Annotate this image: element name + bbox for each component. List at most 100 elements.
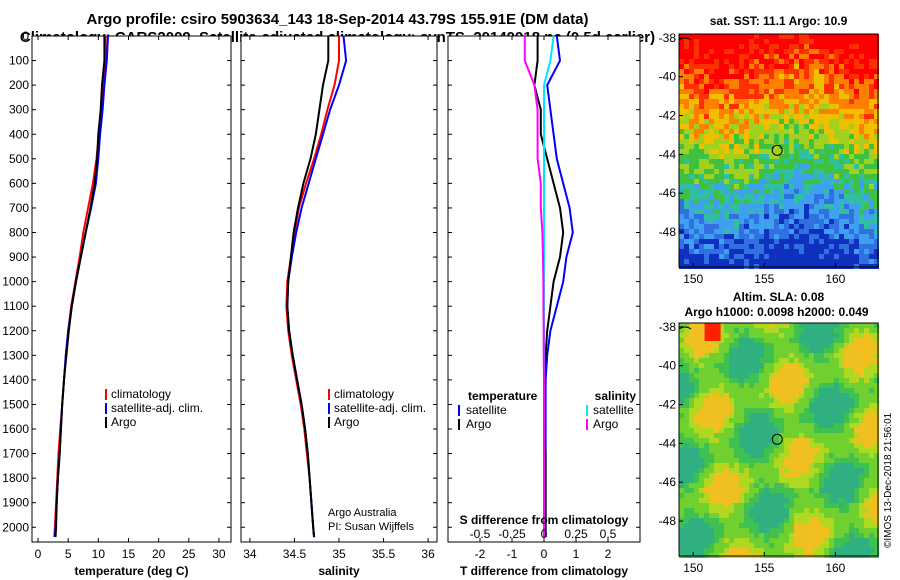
sla-map: -38 -40 -42 -44 -46 -48 150 155 160 Altim. SLA: 0…: [659, 290, 879, 575]
y-tick-label: -38: [659, 320, 677, 334]
legend-label: satellite: [466, 403, 507, 417]
y-tick-label: 1700: [2, 447, 29, 461]
x-tick-label: 30: [212, 547, 226, 561]
legend-swatch: [328, 403, 330, 414]
legend-swatch: [586, 405, 588, 416]
y-tick-label: 1800: [2, 471, 29, 485]
series-line-argo: [54, 36, 106, 538]
y-tick-label: 800: [9, 226, 29, 240]
x-tick-label: 155: [754, 272, 774, 286]
x-tick-label: 34: [243, 547, 257, 561]
x2-tick-label: 0.25: [564, 527, 588, 541]
x2-tick-label: 0: [541, 527, 548, 541]
legend-swatch: [458, 419, 460, 430]
x2-tick-label: -0.5: [470, 527, 491, 541]
y-tick-label: -48: [659, 514, 677, 528]
legend-label: Argo: [593, 417, 619, 431]
y-tick-label: 700: [9, 201, 29, 215]
x-tick-label: 25: [182, 547, 196, 561]
legend-swatch: [328, 417, 330, 428]
x-tick-label: -2: [475, 547, 486, 561]
y-tick-label: 2000: [2, 520, 29, 534]
x-axis-label: temperature (deg C): [74, 564, 188, 578]
x-tick-label: 160: [825, 272, 845, 286]
credit-text: PI: Susan Wijffels: [328, 521, 414, 533]
legend-label: satellite-adj. clim.: [334, 401, 426, 415]
y-tick-label: 600: [9, 176, 29, 190]
sst-map: -38 -40 -42 -44 -46 -48 150 155 160 sat. SST: 11.…: [659, 14, 879, 286]
y-tick-label: 1900: [2, 496, 29, 510]
y-tick-label: -42: [659, 398, 677, 412]
legend-swatch: [328, 389, 330, 400]
legend-label: satellite-adj. clim.: [111, 401, 203, 415]
y-tick-label: 1500: [2, 397, 29, 411]
series-line-t-argo: [533, 36, 565, 538]
y-tick-label: 100: [9, 54, 29, 68]
y-tick-label: 300: [9, 103, 29, 117]
sla-hotspot: [704, 323, 721, 341]
x2-axis-label: S difference from climatology: [460, 513, 629, 527]
legend-label: climatology: [334, 387, 394, 401]
x-tick-label: 150: [683, 272, 703, 286]
map-cells: [679, 323, 879, 558]
coastline: [678, 326, 692, 330]
legend-label: Argo: [334, 415, 360, 429]
legend-swatch: [586, 419, 588, 430]
legend-swatch: [458, 405, 460, 416]
y-tick-label: 1000: [2, 275, 29, 289]
x2-tick-label: 0.5: [600, 527, 617, 541]
y-tick-label: -38: [659, 31, 677, 45]
y-tick-label: -46: [659, 475, 677, 489]
x-tick-label: 160: [825, 561, 845, 575]
legend-swatch: [105, 403, 107, 414]
map-title: sat. SST: 11.1 Argo: 10.9: [710, 14, 848, 28]
x-tick-label: 36: [421, 547, 435, 561]
figure-title-line1: Argo profile: csiro 5903634_143 18-Sep-2…: [86, 11, 589, 28]
x-tick-label: -1: [507, 547, 518, 561]
y-tick-label: -40: [659, 359, 677, 373]
y-tick-label: 1100: [3, 299, 29, 313]
y-tick-label: 1300: [2, 348, 29, 362]
y-tick-label: 900: [9, 250, 29, 264]
legend-title: salinity: [595, 389, 637, 403]
x-tick-label: 15: [122, 547, 136, 561]
x-tick-label: 0: [35, 547, 42, 561]
y-tick-label: -48: [659, 225, 677, 239]
legend-label: Argo: [111, 415, 137, 429]
x-tick-label: 5: [65, 547, 72, 561]
x-axis-label: salinity: [318, 564, 360, 578]
difference-profile: -2 -1 0 1 2 T difference from climatology temp…: [447, 35, 641, 578]
float-marker: [771, 433, 783, 445]
float-marker: [771, 144, 783, 156]
coastline: [678, 37, 692, 41]
watermark-text: ©IMOS 13-Dec-2018 21:56:01: [883, 412, 894, 548]
x-tick-label: 0: [541, 547, 548, 561]
legend-swatch: [105, 389, 107, 400]
map-subtitle: Argo h1000: 0.0098 h2000: 0.049: [684, 305, 868, 319]
y-tick-label: 200: [9, 78, 29, 92]
y-tick-label: 1200: [2, 324, 29, 338]
x-tick-label: 35: [332, 547, 346, 561]
map-frame: [678, 33, 879, 268]
plot-frame: [240, 35, 438, 543]
y-tick-label: 0: [22, 29, 29, 43]
y-tick-label: -40: [659, 70, 677, 84]
legend-label: Argo: [466, 417, 492, 431]
y-tick-label: -46: [659, 186, 677, 200]
legend-swatch: [105, 417, 107, 428]
legend-label: climatology: [111, 387, 171, 401]
credit-text: Argo Australia: [328, 507, 397, 519]
x-tick-label: 34.5: [283, 547, 307, 561]
salinity-profile: 34 34.5 35 35.5 36 salinity climatologysatelli…: [240, 35, 438, 578]
legend-title: temperature: [468, 389, 538, 403]
y-tick-label: -44: [659, 436, 677, 450]
x-tick-label: 10: [92, 547, 106, 561]
y-tick-label: 1400: [2, 373, 29, 387]
legend-label: satellite: [593, 403, 634, 417]
temperature-profile: 0100200300400500600700800900100011001200…: [2, 29, 232, 578]
x2-tick-label: -0.25: [498, 527, 526, 541]
x-tick-label: 1: [573, 547, 580, 561]
y-tick-label: -44: [659, 147, 677, 161]
y-tick-label: 1600: [2, 422, 29, 436]
